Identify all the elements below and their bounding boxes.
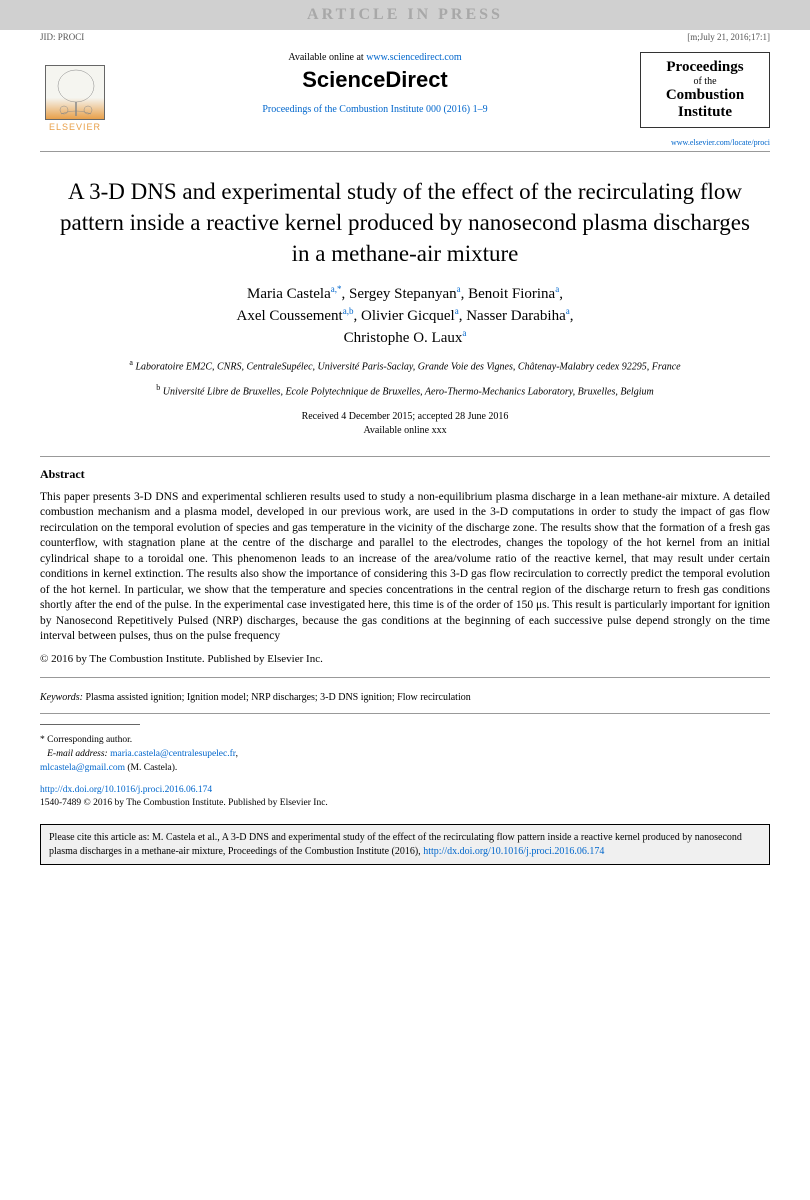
keywords-label: Keywords: <box>40 692 83 703</box>
article-in-press-banner: ARTICLE IN PRESS <box>0 0 810 30</box>
email-label: E-mail address: <box>47 749 108 759</box>
sciencedirect-url[interactable]: www.sciencedirect.com <box>366 52 461 63</box>
author-affil-sup: a,b <box>343 306 354 316</box>
author-name[interactable]: Nasser Darabiha <box>466 308 566 324</box>
center-header: Available online at www.sciencedirect.co… <box>122 52 628 116</box>
divider <box>40 456 770 457</box>
top-meta-row: JID: PROCI [m;July 21, 2016;17:1] <box>0 30 810 44</box>
corresponding-author: * Corresponding author. <box>40 733 770 747</box>
date-stamp: [m;July 21, 2016;17:1] <box>687 32 770 42</box>
journal-box: Proceedings of the Combustion Institute <box>640 52 770 128</box>
author-affil-sup: a <box>457 284 461 294</box>
article-title: A 3-D DNS and experimental study of the … <box>0 156 810 283</box>
elsevier-text: ELSEVIER <box>49 122 101 132</box>
keywords-text: Plasma assisted ignition; Ignition model… <box>85 692 470 703</box>
issn-line: 1540-7489 © 2016 by The Combustion Insti… <box>40 797 770 810</box>
sciencedirect-logo[interactable]: ScienceDirect <box>122 67 628 93</box>
header-row: ELSEVIER Available online at www.science… <box>0 44 810 136</box>
doi-block: http://dx.doi.org/10.1016/j.proci.2016.0… <box>0 780 810 815</box>
available-text: Available online at <box>288 52 366 63</box>
affiliation: a Laboratoire EM2C, CNRS, CentraleSupéle… <box>0 349 810 374</box>
jid-label: JID: PROCI <box>40 32 84 42</box>
abstract-body: This paper presents 3-D DNS and experime… <box>0 490 810 645</box>
email-link-1[interactable]: maria.castela@centralesupelec.fr <box>110 749 235 759</box>
journal-url[interactable]: www.elsevier.com/locate/proci <box>671 138 770 147</box>
author-name[interactable]: Axel Coussement <box>236 308 342 324</box>
journal-line2: of the <box>645 76 765 87</box>
elsevier-tree-icon <box>45 65 105 120</box>
author-affil-sup: a <box>566 306 570 316</box>
author-affil-sup: a <box>555 284 559 294</box>
abstract-heading: Abstract <box>0 461 810 490</box>
divider <box>40 151 770 152</box>
journal-line1: Proceedings <box>645 59 765 76</box>
journal-line3: Combustion <box>645 87 765 104</box>
available-online: Available online at www.sciencedirect.co… <box>122 52 628 63</box>
citation-text: Please cite this article as: M. Castela … <box>49 832 742 857</box>
proceedings-link[interactable]: Proceedings of the Combustion Institute … <box>262 104 487 115</box>
online-date: Available online xxx <box>0 424 810 438</box>
elsevier-logo[interactable]: ELSEVIER <box>40 52 110 132</box>
copyright-line: © 2016 by The Combustion Institute. Publ… <box>0 645 810 673</box>
citation-box: Please cite this article as: M. Castela … <box>40 824 770 865</box>
author-affil-sup: a <box>462 328 466 338</box>
footnotes-block: * Corresponding author. E-mail address: … <box>0 729 810 780</box>
author-name[interactable]: Maria Castela <box>247 286 331 302</box>
author-affil-sup: a,* <box>331 284 342 294</box>
author-name[interactable]: Benoit Fiorina <box>468 286 555 302</box>
footnote-rule <box>40 724 140 725</box>
dates-block: Received 4 December 2015; accepted 28 Ju… <box>0 400 810 452</box>
email-line: E-mail address: maria.castela@centralesu… <box>40 747 770 761</box>
divider <box>40 713 770 714</box>
authors-block: Maria Castelaa,*, Sergey Stepanyana, Ben… <box>0 283 810 349</box>
affiliation: b Université Libre de Bruxelles, Ecole P… <box>0 374 810 399</box>
email-link-2[interactable]: mlcastela@gmail.com <box>40 763 125 773</box>
doi-link[interactable]: http://dx.doi.org/10.1016/j.proci.2016.0… <box>40 785 212 795</box>
email-line-2: mlcastela@gmail.com (M. Castela). <box>40 761 770 775</box>
keywords-block: Keywords: Plasma assisted ignition; Igni… <box>0 682 810 709</box>
citation-doi-link[interactable]: http://dx.doi.org/10.1016/j.proci.2016.0… <box>423 846 604 857</box>
author-name[interactable]: Sergey Stepanyan <box>349 286 457 302</box>
author-name[interactable]: Christophe O. Laux <box>344 330 463 346</box>
divider <box>40 677 770 678</box>
journal-line4: Institute <box>645 104 765 121</box>
journal-box-wrapper: Proceedings of the Combustion Institute <box>640 52 770 128</box>
received-date: Received 4 December 2015; accepted 28 Ju… <box>0 410 810 424</box>
author-affil-sup: a <box>455 306 459 316</box>
author-name[interactable]: Olivier Gicquel <box>361 308 455 324</box>
email-suffix: (M. Castela). <box>125 763 177 773</box>
